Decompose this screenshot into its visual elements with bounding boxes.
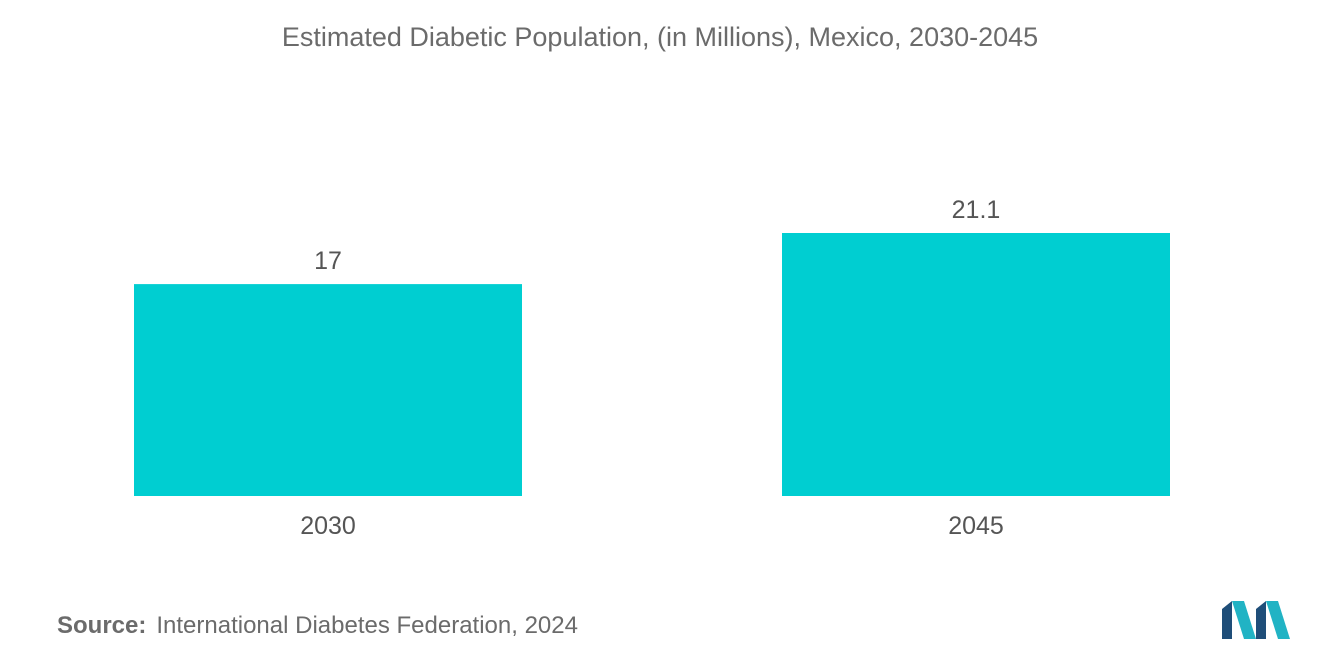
source-text: International Diabetes Federation, 2024: [156, 612, 578, 639]
data-label-2030: 17: [314, 247, 342, 275]
source-label: Source:: [57, 612, 147, 639]
bar-2045: [782, 233, 1170, 496]
x-tick-label-2030: 2030: [300, 512, 356, 540]
chart-plot-area: 17 2030 21.1 2045: [134, 196, 1170, 540]
data-label-2045: 21.1: [952, 196, 1001, 224]
chart-title: Estimated Diabetic Population, (in Milli…: [281, 22, 1039, 52]
source-line: Source: International Diabetes Federation…: [57, 612, 578, 640]
brand-logo-icon: [1222, 601, 1290, 639]
bar-2030: [134, 284, 522, 496]
x-tick-label-2045: 2045: [948, 512, 1004, 540]
